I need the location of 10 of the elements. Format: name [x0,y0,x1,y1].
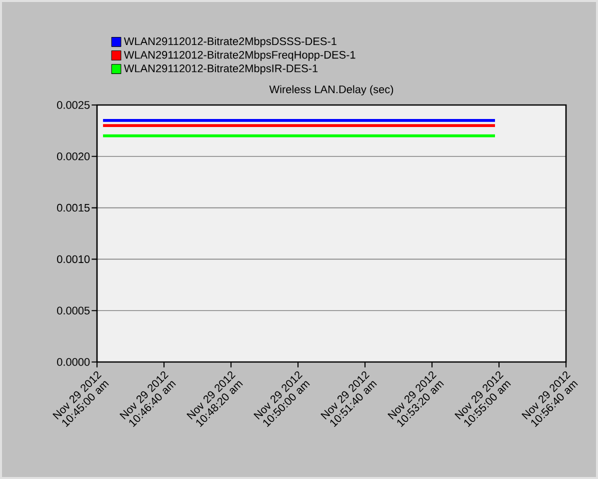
legend-label: WLAN29112012-Bitrate2MbpsIR-DES-1 [124,64,318,74]
y-tick-label: 0.0020 [57,152,90,160]
chart-title: Wireless LAN.Delay (sec) [269,85,394,96]
y-tick-label: 0.0025 [57,101,90,109]
y-tick-label: 0.0005 [57,306,90,314]
y-tick-label: 0.0015 [57,204,90,212]
legend-label: WLAN29112012-Bitrate2MbpsFreqHopp-DES-1 [124,50,356,61]
y-tick-label: 0.0000 [57,358,90,366]
legend-label: WLAN29112012-Bitrate2MbpsDSSS-DES-1 [124,37,336,48]
y-tick-label: 0.0010 [57,255,90,264]
